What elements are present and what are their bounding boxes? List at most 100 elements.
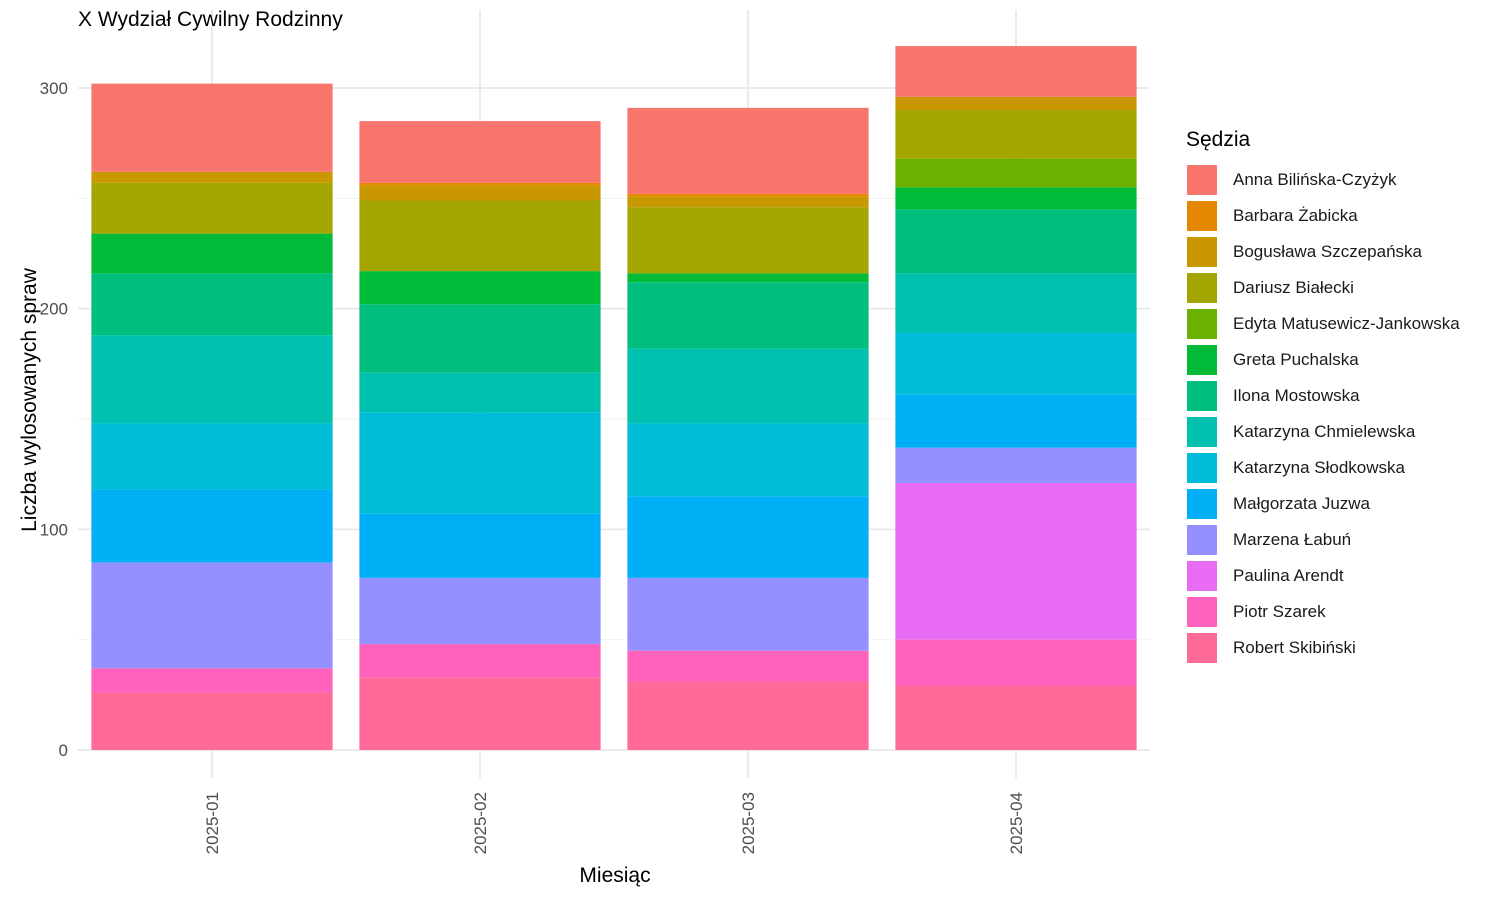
legend-label: Robert Skibiński [1233, 638, 1356, 657]
legend-swatch [1186, 164, 1218, 196]
legend-swatch [1186, 596, 1218, 628]
x-tick-label: 2025-03 [739, 792, 758, 854]
legend-item: Paulina Arendt [1186, 558, 1460, 594]
legend-title: Sędzia [1186, 128, 1251, 151]
legend-item: Barbara Żabicka [1186, 198, 1460, 234]
bars [91, 46, 1137, 750]
legend-item: Katarzyna Słodkowska [1186, 450, 1460, 486]
legend-label: Bogusława Szczepańska [1233, 242, 1423, 261]
bar-segment [895, 96, 1137, 111]
legend-item: Marzena Łabuń [1186, 522, 1460, 558]
bar-segment [627, 496, 869, 578]
legend-item: Małgorzata Juzwa [1186, 486, 1460, 522]
bar-segment [91, 668, 333, 693]
bar-segment [895, 394, 1137, 448]
x-tick-label: 2025-01 [203, 792, 222, 854]
bar-segment [359, 513, 601, 578]
legend-swatch [1186, 416, 1218, 448]
legend-swatch [1186, 272, 1218, 304]
legend-item: Bogusława Szczepańska [1186, 234, 1460, 270]
bar-segment [359, 185, 601, 201]
bar-segment [359, 677, 601, 750]
legend-label: Katarzyna Słodkowska [1233, 458, 1405, 477]
y-axis-label: Liczba wylosowanych spraw [18, 268, 41, 532]
bar-segment [895, 110, 1137, 159]
legend-label: Edyta Matusewicz-Jankowska [1233, 314, 1460, 333]
legend-item: Anna Bilińska-Czyżyk [1186, 162, 1460, 198]
legend-item: Dariusz Białecki [1186, 270, 1460, 306]
bar-segment [91, 233, 333, 274]
legend-label: Piotr Szarek [1233, 602, 1326, 621]
bar-segment [359, 271, 601, 305]
bar-segment [627, 193, 869, 197]
x-axis-ticks: 2025-01 2025-02 2025-03 2025-04 [203, 792, 1026, 854]
legend-swatch [1186, 380, 1218, 412]
legend-item: Robert Skibiński [1186, 630, 1460, 666]
bar-segment [359, 304, 601, 373]
bar-segment [895, 187, 1137, 210]
legend-item: Piotr Szarek [1186, 594, 1460, 630]
bar-segment [359, 121, 601, 183]
legend-label: Katarzyna Chmielewska [1233, 422, 1416, 441]
y-tick-label: 0 [59, 741, 68, 760]
y-axis-ticks: 0 100 200 300 [40, 79, 68, 760]
legend-label: Ilona Mostowska [1233, 386, 1360, 405]
y-tick-label: 300 [40, 79, 68, 98]
bar-segment [91, 692, 333, 750]
legend-swatch [1186, 452, 1218, 484]
legend-label: Greta Puchalska [1233, 350, 1359, 369]
bar-segment [627, 348, 869, 424]
bar-segment [627, 577, 869, 651]
bar-segment [895, 273, 1137, 333]
bar-segment [91, 273, 333, 336]
bar-segment [91, 171, 333, 183]
legend-swatch [1186, 308, 1218, 340]
bar-segment [627, 273, 869, 283]
bar-segment [91, 489, 333, 563]
legend-label: Barbara Żabicka [1233, 206, 1358, 225]
bar-segment [359, 412, 601, 514]
legend-swatch [1186, 524, 1218, 556]
chart-title: X Wydział Cywilny Rodzinny [78, 8, 343, 31]
legend-swatch [1186, 236, 1218, 268]
legend-item: Edyta Matusewicz-Jankowska [1186, 306, 1460, 342]
bar-segment [895, 482, 1137, 640]
bar-segment [895, 158, 1137, 188]
x-tick-label: 2025-04 [1007, 792, 1026, 854]
bar-segment [895, 332, 1137, 395]
bar-segment [895, 209, 1137, 274]
legend-swatch [1186, 560, 1218, 592]
legend-swatch [1186, 488, 1218, 520]
bar-segment [895, 686, 1137, 750]
bar-segment [627, 196, 869, 208]
bar-segment [359, 372, 601, 413]
bar-segment [627, 681, 869, 750]
legend-label: Anna Bilińska-Czyżyk [1233, 170, 1397, 189]
bar-segment [359, 200, 601, 272]
legend-swatch [1186, 344, 1218, 376]
bar-segment [91, 562, 333, 669]
legend-label: Małgorzata Juzwa [1233, 494, 1371, 513]
bar-segment [359, 182, 601, 186]
bar-segment [627, 650, 869, 682]
legend: Sędzia Anna Bilińska-Czyżyk Barbara Żabic… [1186, 128, 1460, 666]
bar-segment [91, 83, 333, 172]
legend-label: Marzena Łabuń [1233, 530, 1352, 549]
bar-segment [91, 182, 333, 234]
legend-label: Dariusz Białecki [1233, 278, 1354, 297]
y-tick-label: 200 [40, 300, 68, 319]
y-tick-label: 100 [40, 520, 68, 539]
bar-segment [627, 282, 869, 349]
bar-segment [627, 207, 869, 274]
legend-label: Paulina Arendt [1233, 566, 1344, 585]
legend-item: Ilona Mostowska [1186, 378, 1460, 414]
legend-item: Greta Puchalska [1186, 342, 1460, 378]
x-axis-label: Miesiąc [579, 864, 651, 887]
bar-segment [895, 447, 1137, 483]
bar-segment [627, 423, 869, 497]
bar-segment [359, 644, 601, 678]
legend-swatch [1186, 632, 1218, 664]
bar-segment [895, 46, 1137, 97]
legend-item: Katarzyna Chmielewska [1186, 414, 1460, 450]
